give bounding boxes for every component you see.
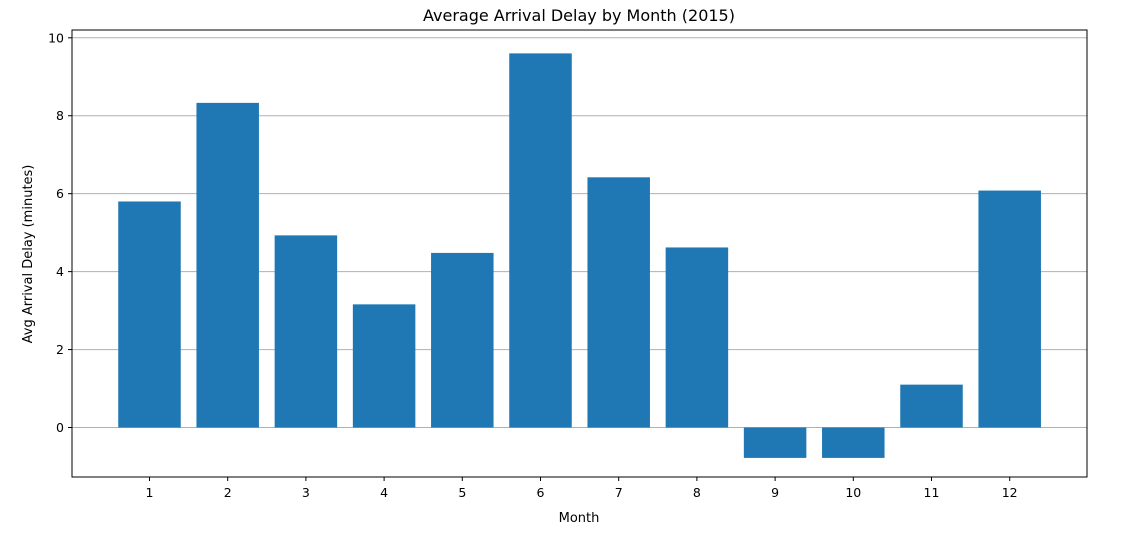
x-tick-label: 8 — [693, 485, 701, 500]
chart-title: Average Arrival Delay by Month (2015) — [423, 6, 735, 25]
y-axis-label: Avg Arrival Delay (minutes) — [21, 165, 36, 344]
bar-month-11 — [900, 384, 963, 428]
x-axis-label: Month — [559, 511, 600, 526]
x-tick-label: 11 — [924, 485, 940, 500]
x-axis-ticks: 1 2 3 4 5 6 7 8 9 10 11 12 — [146, 477, 1018, 500]
y-tick-label: 10 — [48, 30, 64, 45]
x-tick-label: 4 — [380, 485, 388, 500]
x-tick-label: 10 — [845, 485, 861, 500]
x-tick-label: 7 — [615, 485, 623, 500]
x-tick-label: 3 — [302, 485, 310, 500]
x-tick-label: 5 — [458, 485, 466, 500]
y-tick-label: 8 — [56, 108, 64, 123]
bar-month-12 — [978, 190, 1041, 428]
plot-frame — [71, 29, 1088, 478]
y-tick-label: 2 — [56, 342, 64, 357]
y-tick-label: 4 — [56, 264, 64, 279]
y-tick-label: 0 — [56, 420, 64, 435]
bar-month-10 — [822, 427, 885, 458]
y-tick-label: 6 — [56, 186, 64, 201]
bar-month-7 — [587, 177, 650, 428]
bar-month-8 — [665, 247, 729, 428]
x-tick-label: 1 — [146, 485, 154, 500]
x-tick-label: 12 — [1002, 485, 1018, 500]
bar-month-5 — [431, 252, 494, 428]
x-tick-label: 9 — [771, 485, 779, 500]
bar-series — [118, 53, 1041, 458]
bar-month-1 — [118, 201, 181, 428]
x-tick-label: 2 — [224, 485, 232, 500]
bar-month-3 — [274, 235, 338, 428]
bar-month-9 — [743, 427, 807, 458]
bar-month-4 — [352, 304, 416, 428]
bar-month-2 — [196, 102, 259, 428]
x-tick-label: 6 — [537, 485, 545, 500]
y-axis-ticks: 0 2 4 6 8 10 — [48, 30, 72, 435]
bar-month-6 — [509, 53, 572, 428]
